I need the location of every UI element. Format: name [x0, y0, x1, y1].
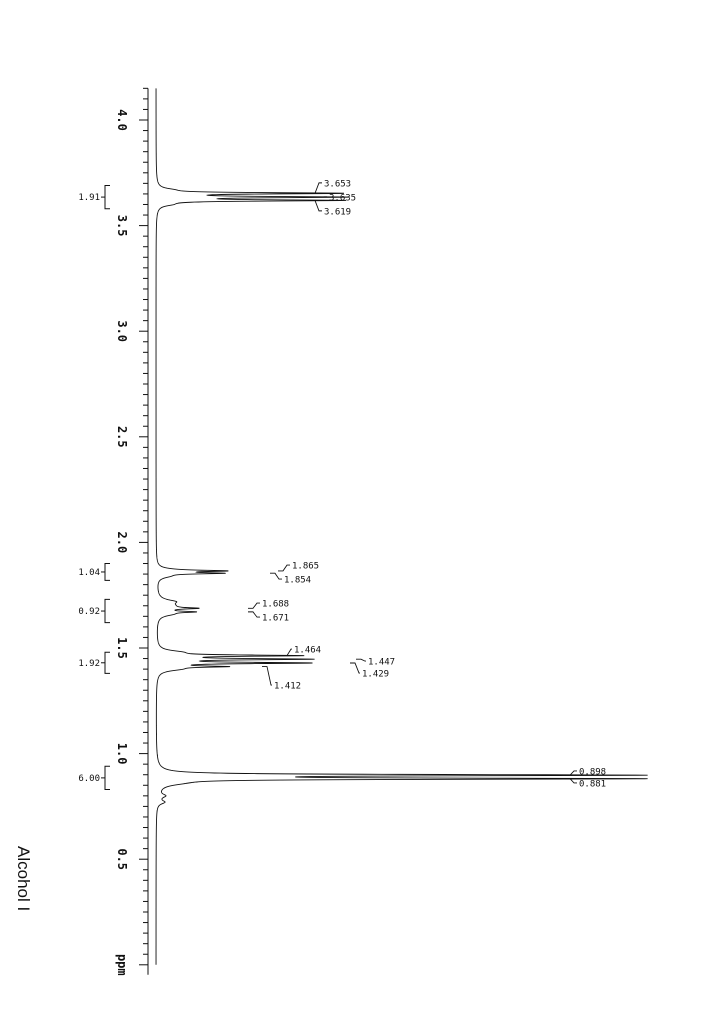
compound-caption-text: Alcohol I — [14, 846, 33, 911]
axis-tick-labels: 4.0 3.5 3.0 2.5 2.0 1.5 1.0 0.5 ppm — [115, 109, 129, 975]
peak-label: 0.898 — [579, 767, 606, 777]
peak-leader-line — [270, 572, 282, 580]
peak-leader-line — [310, 200, 322, 212]
tick-label: 4.0 — [115, 109, 129, 131]
axis-unit-label: ppm — [115, 954, 129, 976]
peak-leader-line — [262, 666, 272, 686]
peak-leader-line — [565, 770, 577, 776]
peak-label: 0.881 — [579, 779, 606, 789]
peak-label: 1.688 — [262, 600, 289, 610]
integral-bracket — [104, 765, 110, 791]
tick-label: 0.5 — [115, 848, 129, 870]
integral-bracket — [104, 651, 110, 674]
peak-label: 1.447 — [368, 658, 395, 668]
integral-bracket — [104, 598, 110, 624]
integral-brackets: 1.91 1.04 0.92 1.92 6.00 — [78, 184, 110, 791]
integral-value: 1.92 — [78, 659, 100, 669]
compound-caption: Alcohol I — [4, 842, 38, 922]
tick-label: 3.5 — [115, 215, 129, 237]
integral-value: 1.04 — [78, 568, 100, 578]
peak-label: 1.412 — [274, 682, 301, 692]
integral-value: 1.91 — [78, 193, 100, 203]
integral-value: 0.92 — [78, 607, 100, 617]
peak-leader-line — [282, 648, 292, 657]
peak-label: 1.854 — [284, 576, 311, 586]
tick-label: 1.0 — [115, 743, 129, 765]
peak-label: 3.635 — [329, 193, 356, 203]
tick-label: 3.0 — [115, 320, 129, 342]
integral-value: 6.00 — [78, 774, 100, 784]
peak-label: 1.429 — [362, 670, 389, 680]
peak-label: 3.653 — [324, 179, 351, 189]
peak-leader-line — [248, 602, 260, 609]
spectrum-trace — [155, 88, 648, 965]
peak-leader-line — [310, 182, 322, 194]
peak-label: 3.619 — [324, 207, 351, 217]
peak-label: 1.464 — [294, 646, 321, 656]
peak-label: 1.865 — [292, 562, 319, 572]
peak-leader-line — [278, 564, 290, 572]
peak-leader-line — [356, 658, 366, 662]
tick-label: 1.5 — [115, 637, 129, 659]
integral-bracket — [104, 563, 110, 581]
peak-leader-line — [248, 611, 260, 618]
peak-labels: 3.653 3.635 3.619 1.865 1.854 1.688 1.671 1.464… — [248, 179, 606, 789]
integral-bracket — [104, 184, 110, 210]
peak-leader-line — [565, 778, 577, 784]
axis-ticks — [139, 87, 149, 975]
peak-leader-line — [350, 662, 360, 674]
tick-label: 2.5 — [115, 426, 129, 448]
tick-label: 2.0 — [115, 532, 129, 554]
compound-caption-svg: Alcohol I — [14, 846, 33, 911]
peak-label: 1.671 — [262, 614, 289, 624]
